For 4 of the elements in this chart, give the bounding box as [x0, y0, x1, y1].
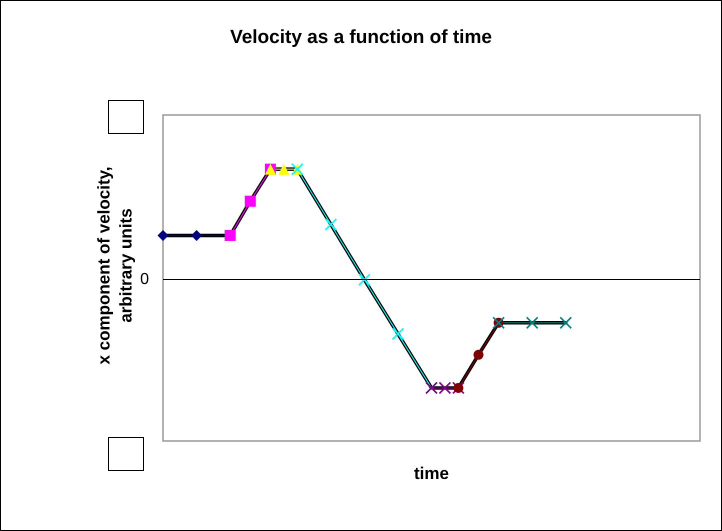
chart-title: Velocity as a function of time	[230, 27, 492, 48]
y-axis-title: x component of velocity, arbitrary units	[94, 166, 136, 365]
ref-line-label: 0	[140, 271, 150, 288]
x-axis-title: time	[414, 464, 449, 483]
